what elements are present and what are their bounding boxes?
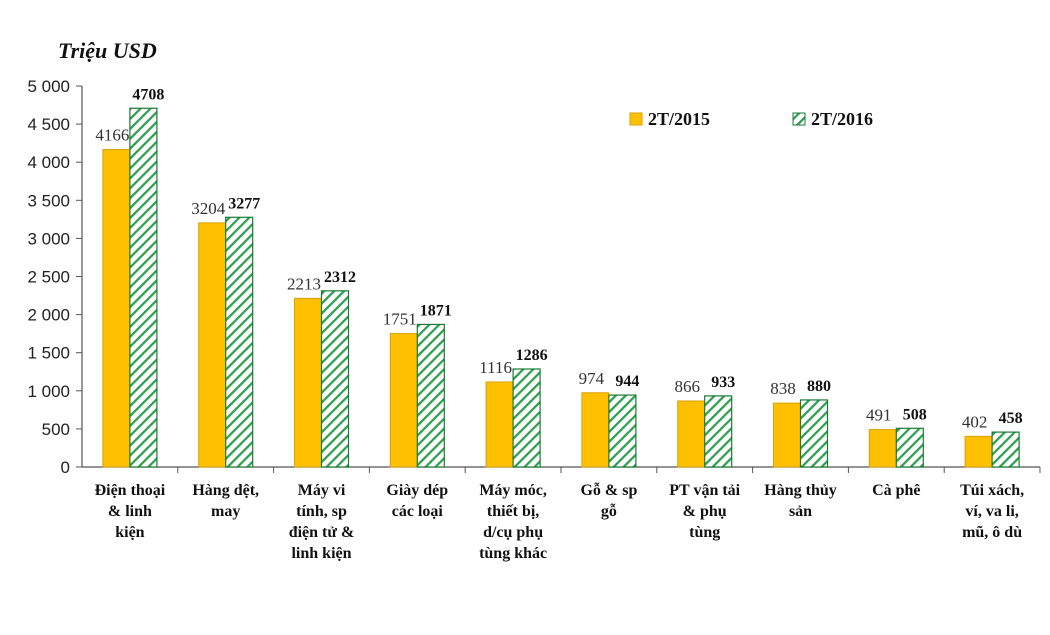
bar-2t2016 <box>129 107 158 468</box>
category-label-line: tính, sp <box>296 503 347 520</box>
bar-2t2016 <box>320 290 350 468</box>
y-tick-label: 0 <box>61 458 70 477</box>
data-label-2t2016: 508 <box>903 406 927 423</box>
y-tick-label: 2 000 <box>27 306 70 325</box>
bar-2t2015 <box>389 333 418 468</box>
category-label-line: Túi xách, <box>960 482 1024 499</box>
category-label-line: d/cụ phụ <box>483 524 543 541</box>
data-label-2t2016: 2312 <box>324 269 356 286</box>
bar-2t2016 <box>608 394 637 468</box>
bar-2t2016 <box>704 395 733 468</box>
bar-2t2015 <box>198 222 227 468</box>
y-tick-label: 3 000 <box>27 229 70 248</box>
category-label: Gỗ & sp gỗ <box>580 482 637 520</box>
bar-2t2015 <box>964 435 993 468</box>
bar-2t2015 <box>677 400 706 468</box>
category-label: PT vận tải & phụ tùng <box>669 482 740 541</box>
category-label: Túi xách, ví, va li, mũ, ô dù <box>960 482 1024 541</box>
category-label-line: gỗ <box>601 503 617 520</box>
bar-2t2016 <box>416 323 445 468</box>
category-label-line: kiện <box>115 524 144 541</box>
data-label-2t2015: 491 <box>866 406 892 425</box>
data-label-2t2015: 838 <box>770 379 796 398</box>
y-tick-label: 3 500 <box>27 191 70 210</box>
category-label: Hàng thủy sản <box>764 482 836 520</box>
category-label-line: Cà phê <box>872 482 920 499</box>
data-label-2t2016: 944 <box>615 373 639 390</box>
data-label-2t2015: 2213 <box>287 274 321 293</box>
bars <box>102 107 1020 468</box>
data-label-2t2015: 1751 <box>383 310 417 329</box>
category-label-line: may <box>211 503 240 520</box>
data-label-2t2016: 1286 <box>516 347 548 364</box>
data-label-2t2015: 974 <box>579 369 605 388</box>
data-label-2t2015: 866 <box>674 377 700 396</box>
legend-swatch-2t2015 <box>629 112 643 126</box>
data-label-2t2016: 458 <box>999 410 1023 427</box>
category-label-line: thiết bị, <box>487 503 539 520</box>
data-label-2t2016: 933 <box>711 374 735 391</box>
bar-2t2016 <box>225 216 254 468</box>
category-label-line: Giày dép <box>386 482 448 499</box>
category-label-line: mũ, ô dù <box>962 524 1022 541</box>
category-label: Giày dép các loại <box>386 482 448 520</box>
bar-2t2015 <box>868 429 897 468</box>
y-tick-label: 2 500 <box>27 268 70 287</box>
y-tick-label: 4 500 <box>27 115 70 134</box>
y-tick-label: 1 000 <box>27 382 70 401</box>
category-label-line: & phụ <box>683 503 727 520</box>
bar-2t2015 <box>102 149 131 468</box>
category-labels: Điện thoại & linh kiện Hàng dệt, may Máy vi tí… <box>95 482 1025 562</box>
category-label-line: Điện thoại <box>95 482 166 499</box>
category-label-line: tùng <box>689 524 720 541</box>
data-label-2t2015: 4166 <box>95 126 129 145</box>
category-label: Máy vi tính, sp điện tử & linh kiện <box>289 482 355 562</box>
category-label-line: Máy móc, <box>479 482 547 499</box>
y-tick-label: 4 000 <box>27 153 70 172</box>
y-axis-label: Triệu USD <box>58 38 157 63</box>
bar-2t2016 <box>895 427 924 468</box>
legend: 2T/2015 2T/2016 <box>629 109 873 129</box>
legend-label-2t2016: 2T/2016 <box>811 109 873 129</box>
data-label-2t2016: 1871 <box>420 302 452 319</box>
bar-2t2016 <box>991 431 1020 468</box>
legend-swatch-2t2016 <box>792 112 806 126</box>
category-label: Hàng dệt, may <box>192 482 259 520</box>
category-label-line: ví, va li, <box>965 503 1018 520</box>
data-label-2t2015: 402 <box>962 412 988 431</box>
bar-2t2015 <box>581 392 610 468</box>
data-label-2t2016: 880 <box>807 378 831 395</box>
category-label-line: Hàng dệt, <box>192 482 259 499</box>
bar-2t2015 <box>773 402 801 468</box>
category-label-line: sản <box>789 503 812 520</box>
category-label-line: Hàng thủy <box>764 482 836 499</box>
bar-2t2015 <box>485 381 514 468</box>
category-label-line: linh kiện <box>291 545 351 562</box>
bar-2t2015 <box>294 297 322 468</box>
y-tick-label: 1 500 <box>27 344 70 363</box>
category-label-line: các loại <box>392 503 444 520</box>
y-ticks: 0 500 1 000 1 500 2 000 2 500 3 000 3 500 4 000 4… <box>27 77 82 477</box>
category-label-line: Máy vi <box>298 482 346 499</box>
y-tick-label: 500 <box>42 420 70 439</box>
data-label-2t2015: 3204 <box>191 199 226 218</box>
data-label-2t2015: 1116 <box>479 358 512 377</box>
category-label-line: điện tử & <box>289 524 355 541</box>
category-label: Máy móc, thiết bị, d/cụ phụ tùng khác <box>479 482 547 562</box>
category-label: Điện thoại & linh kiện <box>95 482 166 541</box>
category-label-line: & linh <box>108 503 152 520</box>
category-label-line: Gỗ & sp <box>580 482 637 499</box>
category-label-line: PT vận tải <box>669 482 740 499</box>
legend-label-2t2015: 2T/2015 <box>648 109 710 129</box>
data-label-2t2016: 3277 <box>228 195 260 212</box>
category-label: Cà phê <box>872 482 920 499</box>
bar-2t2016 <box>799 399 829 468</box>
y-tick-label: 5 000 <box>27 77 70 96</box>
data-label-2t2016: 4708 <box>132 86 164 103</box>
category-label-line: tùng khác <box>479 545 547 562</box>
data-labels: 4166 4708 3204 3277 2213 2312 1751 1871 11161286… <box>95 86 1022 431</box>
bar-2t2016 <box>512 368 541 468</box>
